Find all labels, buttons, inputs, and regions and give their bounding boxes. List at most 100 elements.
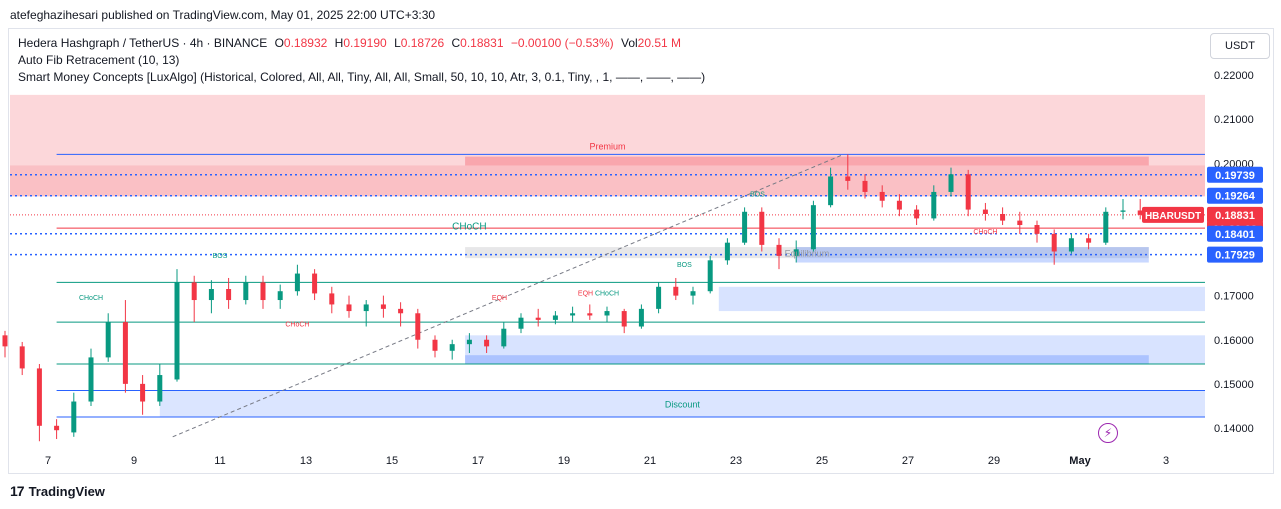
candle-body: [638, 308, 644, 327]
candle: [879, 185, 885, 208]
candle-body: [449, 344, 455, 351]
candle-body: [1034, 225, 1040, 234]
candle-body: [1068, 238, 1074, 252]
price-tag: 0.18401: [1207, 225, 1263, 242]
structure-label: BOS: [677, 262, 692, 269]
candle: [294, 264, 300, 296]
open-value: 0.18932: [283, 36, 328, 50]
candle-body: [948, 174, 954, 192]
structure-label: CHoCH: [973, 229, 997, 236]
candle: [656, 282, 662, 314]
zone-label-discount: Discount: [665, 400, 701, 410]
y-tick-label: 0.21000: [1214, 114, 1254, 126]
volume-label: Vol: [620, 36, 638, 50]
price-tag-text: 0.17929: [1215, 250, 1255, 262]
candle: [363, 300, 369, 327]
indicator-fib[interactable]: Auto Fib Retracement (10, 13): [18, 53, 180, 67]
chart-frame[interactable]: [8, 28, 1274, 474]
candle-body: [346, 304, 352, 312]
candle-body: [1017, 220, 1023, 226]
price-tag-bg: [1207, 246, 1263, 263]
tradingview-footer[interactable]: 17 TradingView: [10, 483, 105, 499]
candle-body: [208, 289, 214, 301]
low-label: L: [394, 36, 401, 50]
price-tag: 0.19264: [1207, 187, 1263, 204]
candle: [191, 275, 197, 323]
lightning-icon[interactable]: ⚡: [1098, 423, 1118, 443]
candle: [105, 313, 111, 362]
candle: [518, 313, 524, 334]
candle-body: [828, 176, 834, 206]
candle: [449, 339, 455, 360]
structure-label: CHoCH: [285, 322, 309, 329]
candle-body: [398, 308, 404, 314]
candle-body: [896, 200, 902, 210]
candle-body: [931, 191, 937, 219]
candle: [948, 167, 954, 197]
candle: [707, 255, 713, 294]
chart-legend: Hedera Hashgraph / TetherUS · 4h · BINAN…: [18, 35, 705, 86]
candle: [19, 341, 25, 376]
published-line: atefeghazihesari published on TradingVie…: [10, 8, 436, 22]
x-tick-label: 15: [386, 455, 398, 467]
candle-body: [432, 339, 438, 351]
order-block: [10, 165, 1205, 197]
tradingview-logo-icon: 17: [10, 483, 25, 499]
candle-body: [759, 211, 765, 245]
x-tick-label: 27: [902, 455, 914, 467]
structure-label: EQH: [492, 295, 507, 302]
candle: [277, 284, 283, 309]
candle-body: [71, 401, 77, 433]
candle-body: [965, 174, 971, 210]
candle-body: [1103, 211, 1109, 243]
candle: [690, 286, 696, 305]
order-block: [465, 335, 1206, 365]
candle: [1000, 207, 1006, 226]
candle: [380, 295, 386, 318]
indicator-smc[interactable]: Smart Money Concepts [LuxAlgo] (Historic…: [18, 70, 706, 84]
price-tag: 0.18831: [1207, 206, 1263, 223]
candle-body: [277, 291, 283, 301]
top-bar: atefeghazihesari published on TradingVie…: [0, 0, 1281, 28]
candle: [742, 207, 748, 245]
currency-button[interactable]: USDT: [1210, 33, 1270, 59]
structure-label: CHoCH: [595, 291, 619, 298]
candle-body: [1120, 210, 1126, 212]
candle-body: [191, 282, 197, 301]
candle: [329, 286, 335, 314]
candle: [312, 269, 318, 301]
candle-body: [587, 313, 593, 316]
candle-body: [776, 244, 782, 256]
candle-body: [535, 317, 541, 320]
zone-discount: [159, 390, 1205, 417]
symbol-tag-text: HBARUSDT: [1145, 211, 1201, 222]
x-tick-label: May: [1069, 455, 1091, 467]
candle: [1103, 207, 1109, 245]
zone-premium: [10, 94, 1205, 197]
candle-body: [174, 282, 180, 380]
price-tag-text: 0.19739: [1215, 170, 1255, 182]
symbol-row: Hedera Hashgraph / TetherUS · 4h · BINAN…: [18, 35, 705, 52]
candle: [914, 205, 920, 226]
candle-body: [466, 339, 472, 345]
candle-body: [845, 176, 851, 181]
candle: [432, 335, 438, 358]
candle: [466, 333, 472, 353]
zone-label-premium: Premium: [589, 142, 625, 152]
candle: [226, 277, 232, 309]
candle-body: [380, 304, 386, 309]
x-tick-label: 13: [300, 455, 312, 467]
y-tick-label: 0.15000: [1214, 379, 1254, 391]
candle: [346, 295, 352, 318]
structure-label: EQH: [578, 291, 593, 298]
price-tag-text: 0.18831: [1215, 210, 1255, 222]
y-tick-label: 0.17000: [1214, 291, 1254, 303]
y-tick-label: 0.16000: [1214, 335, 1254, 347]
structure-label: BOS: [213, 253, 228, 260]
order-block: [465, 156, 1149, 166]
open-label: O: [274, 36, 284, 50]
symbol-name[interactable]: Hedera Hashgraph / TetherUS · 4h · BINAN…: [18, 36, 268, 50]
candle-body: [914, 209, 920, 219]
price-tag-text: 0.19264: [1215, 191, 1256, 203]
